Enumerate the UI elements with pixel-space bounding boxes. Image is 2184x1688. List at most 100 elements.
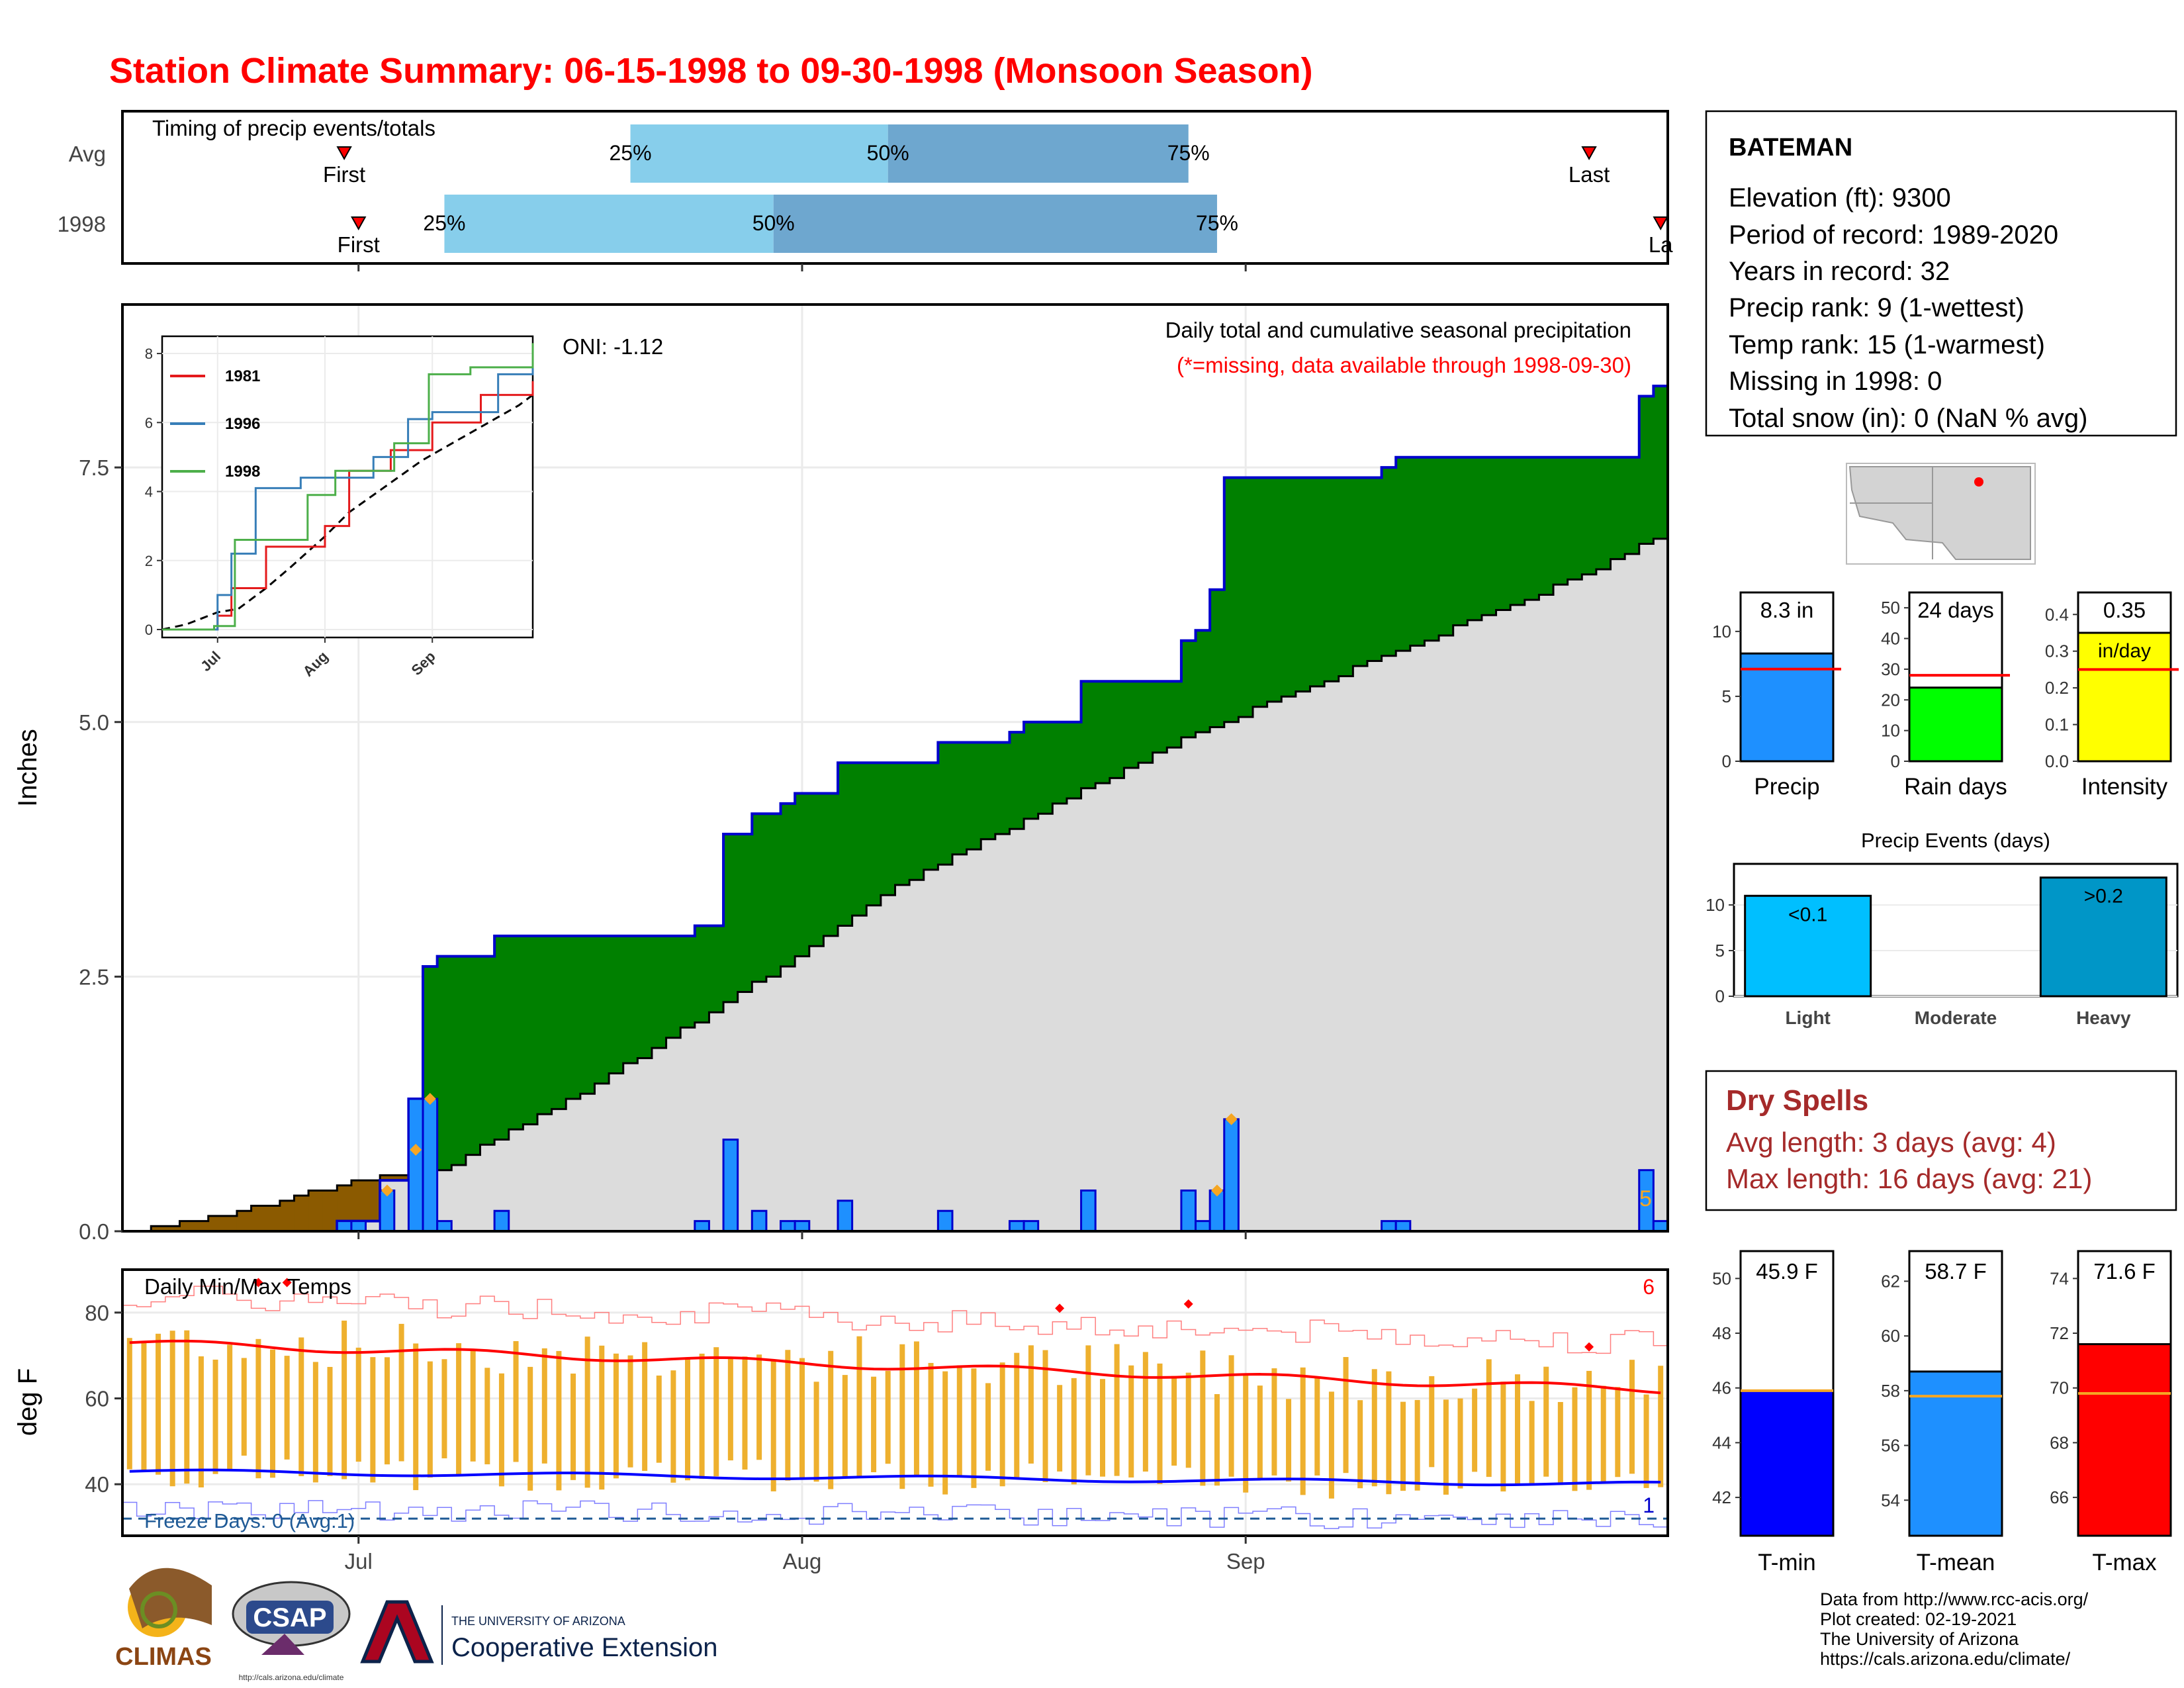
timing-last-marker <box>1581 146 1597 161</box>
cumulative-deficit-segment <box>236 1211 252 1231</box>
timing-marks: 25% 50% 75% First Last 25% 50% 75% First La <box>323 124 1673 271</box>
cumulative-surplus-segment <box>823 793 839 936</box>
cumulative-surplus-segment <box>995 742 1011 834</box>
precip-corner-label: 5 <box>1639 1186 1652 1211</box>
cumulative-surplus-segment <box>1539 457 1554 595</box>
daily-precip-bar <box>1080 1189 1097 1233</box>
daily-temp-range-bar <box>1257 1385 1263 1480</box>
daily-precip-bar <box>1223 1118 1240 1233</box>
station-elevation: Elevation (ft): 9300 <box>1729 183 1951 212</box>
timing-first-label: First <box>338 232 380 257</box>
station-snow: Total snow (in): 0 (NaN % avg) <box>1729 404 2087 433</box>
cumulative-surplus-segment <box>1253 477 1268 707</box>
inset-y-tick-label: 2 <box>145 553 153 569</box>
daily-temp-range-bar <box>999 1362 1005 1487</box>
avg-tmax-line <box>129 1339 1661 1395</box>
precip-record-marker <box>1210 1184 1223 1197</box>
daily-temp-range-bar <box>527 1366 533 1491</box>
dry-spells-frame <box>1705 1070 2177 1211</box>
daily-temp-range-bar <box>799 1358 805 1479</box>
cumulative-deficit-segment <box>308 1190 324 1231</box>
daily-temp-range-bar <box>1443 1399 1449 1495</box>
precip-y-tick-label: 7.5 <box>79 455 109 480</box>
daily-temp-range-bar <box>985 1383 991 1471</box>
daily-temp-range-bar <box>1185 1372 1191 1468</box>
daily-temp-range-bar <box>327 1366 333 1476</box>
mini-bar-y-tick-label: 5 <box>1722 686 1731 706</box>
cumulative-surplus-segment <box>938 742 953 865</box>
daily-temp-range-bar <box>828 1350 834 1489</box>
cumulative-surplus-segment <box>1081 681 1096 788</box>
daily-temp-range-bar <box>713 1347 719 1477</box>
precip-events-bar <box>2039 876 2167 998</box>
timing-row-label-1998: 1998 <box>58 212 106 236</box>
cumulative-surplus-segment <box>1167 681 1182 748</box>
precip-panel: 0.0 2.5 5.0 7.5 Inches ONI: -1.12 Daily tot… <box>13 303 1669 1244</box>
daily-temp-range-bar <box>441 1359 447 1459</box>
precip-y-tick-label: 5.0 <box>79 710 109 735</box>
cumulative-surplus-segment <box>1324 477 1340 682</box>
daily-temp-range-bar <box>1586 1370 1592 1490</box>
credit-university: The University of Arizona <box>1820 1629 2019 1649</box>
precip-events-bar-label: >0.2 <box>2084 886 2123 908</box>
precip-record-marker <box>381 1184 393 1197</box>
daily-temp-range-bar <box>1128 1365 1134 1477</box>
temp-panel-frame <box>122 1270 1668 1536</box>
daily-precip-bar <box>1208 1189 1226 1233</box>
cumulative-surplus-segment <box>537 935 553 1115</box>
station-location-marker <box>1974 477 1983 487</box>
daily-temp-range-bar <box>1157 1363 1163 1484</box>
csap-logo: CSAP http://cals.arizona.edu/climate <box>232 1581 351 1682</box>
daily-precip-bar <box>1394 1220 1412 1233</box>
cumulative-surplus-segment <box>809 793 824 947</box>
cumulative-deficit-segment <box>265 1205 281 1231</box>
daily-precip-bar <box>936 1209 954 1233</box>
cumulative-deficit-segment <box>351 1180 367 1221</box>
daily-precip-bar <box>1195 1220 1211 1233</box>
mini-bar-unit-label: in/day <box>2098 640 2151 662</box>
daily-temp-range-bar <box>498 1373 504 1487</box>
cumulative-deficit-segment <box>165 1226 181 1231</box>
daily-temp-range-bar <box>1357 1400 1363 1489</box>
cumulative-surplus-segment <box>1639 396 1654 544</box>
cumulative-surplus-segment <box>780 803 796 966</box>
daily-temp-range-bar <box>1171 1376 1177 1466</box>
daily-precip-bar <box>780 1220 796 1233</box>
mini-bar-value-label: 24 days <box>1917 598 1994 622</box>
cumulative-deficit-segment <box>222 1215 238 1231</box>
daily-precip-bar <box>493 1209 510 1233</box>
precip-events-chart: Precip Events (days) 0 5 10 <0.1 Light Modera… <box>1706 829 2179 1028</box>
cumulative-surplus-segment <box>909 763 925 880</box>
timing-first-label: First <box>323 162 365 187</box>
cumulative-surplus-segment <box>952 742 968 855</box>
cumulative-surplus-segment <box>1052 722 1068 804</box>
daily-precip-bar <box>1023 1220 1040 1233</box>
timing-first-marker <box>336 146 352 161</box>
cumulative-surplus-segment <box>1210 589 1225 727</box>
daily-temp-range-bar <box>1629 1360 1635 1474</box>
cumulative-surplus-segment <box>1152 681 1167 753</box>
daily-temp-range-bar <box>556 1350 562 1491</box>
precip-record-marker <box>410 1143 422 1156</box>
timing-q75-label: 75% <box>1196 211 1238 235</box>
csap-logo-badge <box>246 1601 334 1634</box>
record-low-line <box>122 1500 1668 1529</box>
daily-temp-range-bar <box>1057 1385 1063 1472</box>
temp-axis-ticks: 40 60 80 Jul Aug Sep <box>85 1301 1265 1573</box>
daily-temp-range-bar <box>456 1343 462 1476</box>
cumulative-surplus-segment <box>981 742 996 839</box>
temp-bar-y-tick-label: 54 <box>1881 1490 1900 1510</box>
temp-bar-y-tick-label: 74 <box>2050 1268 2069 1288</box>
freeze-days-label: Freeze Days: 0 (Avg:1) <box>144 1509 355 1532</box>
temp-bar-y-tick-label: 48 <box>1712 1323 1731 1343</box>
temp-bar-y-tick-label: 66 <box>2050 1487 2069 1507</box>
cumulative-surplus-segment <box>1625 457 1640 554</box>
station-precip-rank: Precip rank: 9 (1-wettest) <box>1729 293 2025 322</box>
daily-temp-range-bar <box>126 1338 132 1470</box>
cumulative-surplus-segment <box>866 763 882 906</box>
daily-temp-range-bar <box>1228 1355 1234 1477</box>
cumulative-surplus-segment <box>1009 732 1024 829</box>
cumulative-surplus-segment <box>1095 681 1111 784</box>
cumulative-surplus-segment <box>1453 457 1468 626</box>
temp-y-tick-label: 80 <box>85 1301 109 1325</box>
